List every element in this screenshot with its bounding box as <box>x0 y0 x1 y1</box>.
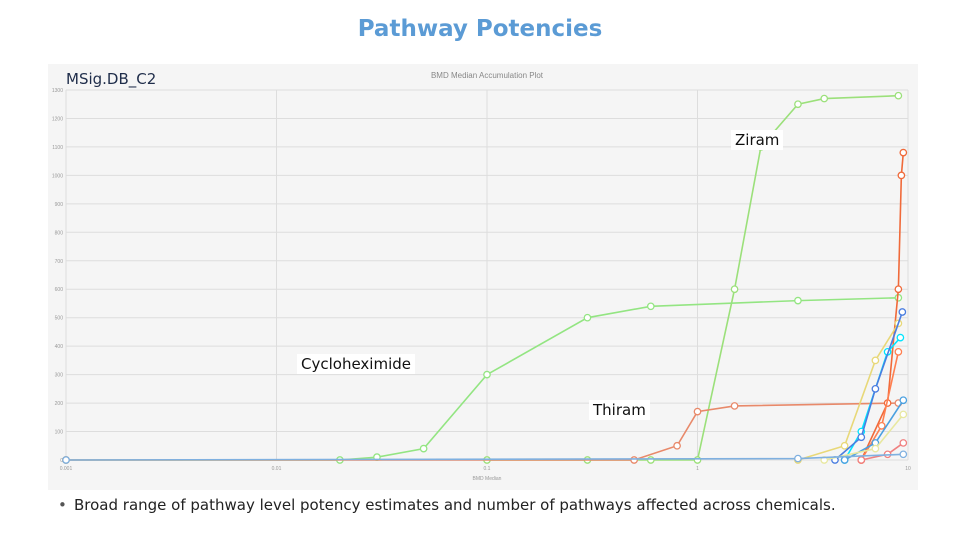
y-tick-label: 400 <box>55 344 64 350</box>
x-tick-label: 0.01 <box>272 466 282 472</box>
y-tick-label: 600 <box>55 287 64 293</box>
series-point-2 <box>730 402 739 410</box>
y-tick-label: 100 <box>55 430 64 436</box>
y-tick-label: 700 <box>55 259 64 265</box>
series-line-0 <box>487 94 899 461</box>
bullet-icon: • <box>58 496 67 514</box>
x-tick-label: 10 <box>905 466 911 472</box>
accumulation-chart: BMD Median Accumulation Plot 0 100 200 300 40… <box>52 71 911 482</box>
series-point-10 <box>899 439 908 447</box>
y-tick-label: 200 <box>55 401 64 407</box>
y-tick-label: 1200 <box>52 116 63 122</box>
series-point-1 <box>419 444 428 453</box>
series-point-0 <box>894 91 903 100</box>
bullet-point: • Broad range of pathway level potency es… <box>58 496 836 514</box>
series-line-6 <box>834 311 904 461</box>
series-point-3 <box>899 148 908 157</box>
y-tick-label: 800 <box>55 230 64 236</box>
series-point-11 <box>62 456 70 464</box>
y-tick-label: 1300 <box>52 88 63 94</box>
y-tick-label: 900 <box>55 202 64 208</box>
series-point-2 <box>673 441 681 450</box>
series-point-5 <box>896 333 905 342</box>
series-point-1 <box>646 302 655 311</box>
series-point-0 <box>820 94 829 103</box>
x-axis-label: BMD Median <box>473 476 502 482</box>
series-point-3 <box>894 285 903 294</box>
series-point-0 <box>693 456 702 464</box>
y-tick-label: 300 <box>55 373 64 379</box>
chart-title: BMD Median Accumulation Plot <box>431 71 544 80</box>
slide-title: Pathway Potencies <box>357 16 603 42</box>
series-point-7 <box>894 347 903 356</box>
annotation-ziram: Ziram <box>731 130 784 150</box>
series-point-0 <box>794 100 802 109</box>
series-point-8 <box>899 396 908 405</box>
series-point-9 <box>899 410 908 419</box>
series-point-11 <box>794 454 802 463</box>
series-point-6 <box>857 433 866 442</box>
x-tick-label: 0.001 <box>60 466 73 472</box>
y-tick-label: 500 <box>55 316 64 322</box>
series-point-2 <box>630 456 638 464</box>
series-line-2 <box>66 402 899 461</box>
x-tick-label: 0.1 <box>484 466 491 472</box>
series-point-0 <box>646 456 655 464</box>
series-point-7 <box>877 421 886 430</box>
series-line-4 <box>797 322 900 461</box>
series-point-0 <box>730 285 739 294</box>
series-point-3 <box>897 171 906 180</box>
y-tick-label: 1100 <box>52 145 63 151</box>
y-tick-label: 1000 <box>52 173 63 179</box>
series-point-9 <box>871 444 880 453</box>
chart-frame: BMD Median Accumulation Plot 0 100 200 300 40… <box>48 64 918 490</box>
series-point-1 <box>794 296 802 305</box>
series-point-1 <box>483 370 491 379</box>
bullet-text: Broad range of pathway level potency est… <box>74 496 836 514</box>
gene-set-label: MSig.DB_C2 <box>66 70 157 88</box>
series-point-4 <box>871 356 880 365</box>
series-point-11 <box>899 450 908 459</box>
series-line-1 <box>66 296 899 461</box>
series-point-8 <box>840 456 849 464</box>
series-point-2 <box>693 407 702 416</box>
series-point-6 <box>871 384 880 393</box>
annotation-thiram: Thiram <box>589 400 650 420</box>
series-point-10 <box>857 456 866 464</box>
annotation-cycloheximide: Cycloheximide <box>297 354 415 374</box>
y-tick-label: 0 <box>60 458 63 464</box>
series-point-1 <box>583 313 592 322</box>
series-point-6 <box>898 308 907 316</box>
x-tick-label: 1 <box>696 466 699 472</box>
series-point-4 <box>840 441 849 450</box>
